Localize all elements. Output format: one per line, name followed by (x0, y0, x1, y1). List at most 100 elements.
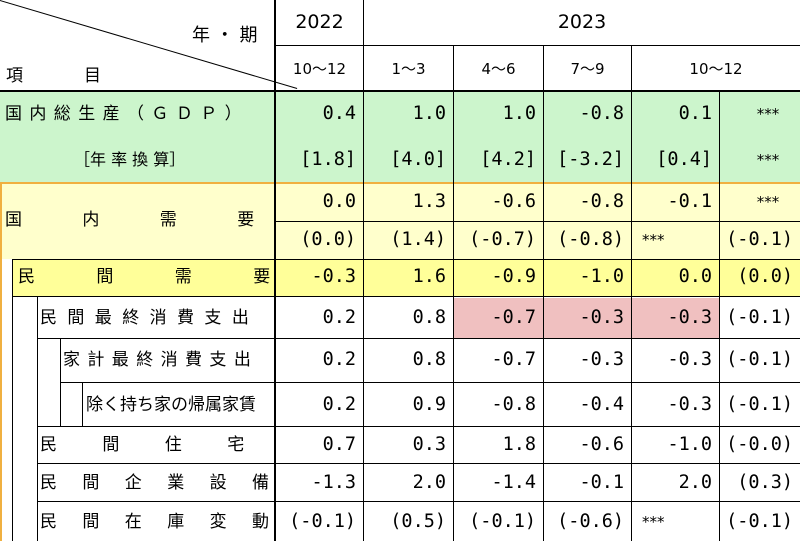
value-cell-r9-c5: (0.3) (737, 472, 793, 493)
header-mid-line (275, 45, 800, 46)
value-cell-r1-c5: *** (756, 151, 780, 169)
value-cell-r8-c4: -1.0 (667, 434, 712, 455)
quarter-3: 7～9 (570, 60, 605, 78)
hline-r8 (37, 426, 800, 427)
value-cell-r5-c2: -0.7 (491, 307, 536, 328)
value-cell-r7-c0: 0.2 (322, 394, 356, 415)
year-2023: 2023 (557, 11, 607, 33)
value-cell-r2-c5: *** (756, 193, 780, 211)
gdp-block-bg (0, 92, 800, 182)
vline-4 (631, 46, 632, 541)
quarter-1: 1～3 (391, 60, 426, 78)
hline-pd-bottom (12, 296, 800, 297)
quarter-4: 10～12 (689, 60, 743, 78)
value-cell-r10-c1: (0.5) (390, 511, 446, 532)
value-cell-r8-c1: 0.3 (412, 434, 446, 455)
quarter-0: 10～12 (292, 60, 347, 78)
indent-line-3 (60, 338, 61, 426)
value-cell-r1-c1: [4.0] (390, 149, 446, 170)
row-label-private-investment: 民 間 企 業 設 備 (40, 473, 270, 493)
value-cell-r4-c2: -0.9 (491, 266, 536, 287)
value-cell-r7-c4: -0.3 (667, 394, 712, 415)
value-cell-r0-c0: 0.4 (322, 103, 356, 124)
value-cell-r9-c1: 2.0 (412, 472, 446, 493)
value-cell-r10-c0: (-0.1) (289, 511, 356, 532)
indent-line-4 (82, 382, 83, 426)
value-cell-r8-c3: -0.6 (579, 434, 624, 455)
value-cell-r0-c2: 1.0 (502, 103, 536, 124)
value-cell-r2-c2: -0.6 (491, 191, 536, 212)
value-cell-r4-c5: (0.0) (737, 266, 793, 287)
domestic-demand-label-bg (0, 184, 275, 259)
quarter-2: 4～6 (481, 60, 516, 78)
private-demand-bg (12, 259, 800, 296)
row-label-household-consumption: 家 計 最 終 消 費 支 出 (63, 350, 251, 370)
value-cell-r9-c2: -1.4 (491, 472, 536, 493)
hline-r7 (60, 382, 800, 383)
value-cell-r0-c1: 1.0 (412, 103, 446, 124)
row-label-private-consumption: 民 間 最 終 消 費 支 出 (40, 308, 249, 328)
value-cell-r10-c4: *** (642, 513, 665, 531)
value-cell-r5-c0: 0.2 (322, 307, 356, 328)
vline-5 (719, 92, 720, 541)
indent-line-2 (37, 296, 38, 541)
value-cell-r9-c4: 2.0 (678, 472, 712, 493)
vline-label (274, 0, 276, 541)
value-cell-r4-c1: 1.6 (412, 266, 446, 287)
value-cell-r2-c0: 0.0 (322, 191, 356, 212)
row-label-private-inventory: 民 間 在 庫 変 動 (40, 512, 270, 532)
value-cell-r5-c5: (-0.1) (726, 307, 793, 328)
hline-dd-mid (275, 221, 800, 222)
value-cell-r0-c5: *** (756, 105, 780, 123)
value-cell-r10-c2: (-0.1) (469, 511, 536, 532)
value-cell-r7-c1: 0.9 (412, 394, 446, 415)
row-label-gdp: 国 内 総 生 産 （ Ｇ Ｄ Ｐ ） (5, 104, 243, 124)
indent-line-1 (12, 259, 13, 541)
value-cell-r3-c5: (-0.1) (726, 229, 793, 250)
row-label-excl-imputed-rent: 除く持ち家の帰属家賃 (86, 395, 256, 415)
value-cell-r6-c1: 0.8 (412, 349, 446, 370)
value-cell-r1-c4: [0.4] (656, 149, 712, 170)
row-label-private-demand: 民 間 需 要 (18, 267, 271, 287)
row-label-annualized: ［年 率 換 算］ (74, 150, 186, 169)
value-cell-r0-c4: 0.1 (678, 103, 712, 124)
value-cell-r5-c3: -0.3 (579, 307, 624, 328)
value-cell-r2-c3: -0.8 (579, 191, 624, 212)
value-cell-r1-c2: [4.2] (480, 149, 536, 170)
value-cell-r9-c3: -0.1 (579, 472, 624, 493)
value-cell-r5-c1: 0.8 (412, 307, 446, 328)
vline-2 (453, 46, 454, 541)
vline-3 (543, 46, 544, 541)
value-cell-r4-c0: -0.3 (311, 266, 356, 287)
orange-left-edge (0, 182, 2, 541)
value-cell-r6-c0: 0.2 (322, 349, 356, 370)
value-cell-r2-c1: 1.3 (412, 191, 446, 212)
value-cell-r6-c3: -0.3 (579, 349, 624, 370)
value-cell-r8-c2: 1.8 (502, 434, 536, 455)
value-cell-r6-c2: -0.7 (491, 349, 536, 370)
value-cell-r6-c4: -0.3 (667, 349, 712, 370)
value-cell-r3-c2: (-0.7) (469, 229, 536, 250)
hline-r9 (37, 463, 800, 464)
value-cell-r8-c5: (-0.0) (726, 434, 793, 455)
hline-pd-top (12, 259, 800, 260)
value-cell-r6-c5: (-0.1) (726, 349, 793, 370)
corner-item-label-a: 項 (6, 66, 23, 86)
corner-item-label-b: 目 (84, 66, 101, 86)
value-cell-r3-c3: (-0.8) (557, 229, 624, 250)
value-cell-r3-c4: *** (642, 231, 665, 249)
value-cell-r9-c0: -1.3 (311, 472, 356, 493)
value-cell-r7-c3: -0.4 (579, 394, 624, 415)
value-cell-r4-c3: -1.0 (579, 266, 624, 287)
value-cell-r3-c0: (0.0) (300, 229, 356, 250)
value-cell-r7-c5: (-0.1) (726, 394, 793, 415)
row-label-domestic-demand: 国 内 需 要 (5, 210, 255, 230)
row-label-private-residential: 民 間 住 宅 (40, 435, 245, 455)
value-cell-r7-c2: -0.8 (491, 394, 536, 415)
value-cell-r5-c4: -0.3 (667, 307, 712, 328)
value-cell-r10-c3: (-0.6) (557, 511, 624, 532)
value-cell-r8-c0: 0.7 (322, 434, 356, 455)
value-cell-r1-c3: [-3.2] (557, 149, 624, 170)
highlight-cells (454, 298, 719, 338)
